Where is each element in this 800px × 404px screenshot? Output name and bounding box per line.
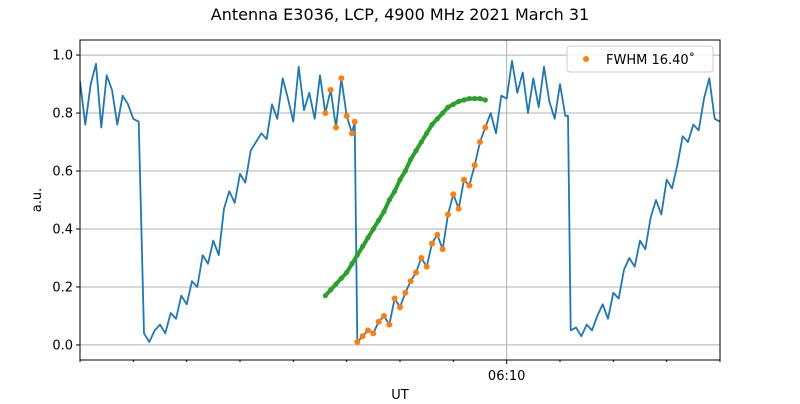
- y-tick-label: 0.2: [52, 280, 73, 295]
- y-tick-label: 1.0: [52, 49, 73, 64]
- sample-point: [343, 112, 350, 119]
- y-tick-label: 0.6: [52, 165, 73, 180]
- x-axis-label: UT: [391, 388, 409, 400]
- sample-point: [375, 318, 382, 325]
- sample-point: [381, 312, 387, 319]
- y-tick-label: 0.4: [52, 222, 73, 237]
- axis-ticks: 0.0 0.2 0.4 0.6 0.8 1.0 06:10: [52, 49, 721, 384]
- sample-point: [429, 240, 435, 247]
- sample-point: [327, 86, 334, 93]
- signal-line: [80, 60, 720, 343]
- fit-point: [424, 130, 430, 136]
- sample-point: [397, 304, 403, 311]
- fit-point: [434, 116, 440, 122]
- sample-point: [370, 330, 377, 337]
- y-axis-label: a.u.: [30, 188, 45, 212]
- sample-point: [349, 130, 355, 137]
- sample-point: [365, 327, 371, 334]
- grid: [80, 40, 720, 360]
- sample-point: [359, 333, 366, 340]
- fit-point: [477, 95, 483, 102]
- fit-point: [413, 148, 419, 154]
- sample-point: [461, 176, 467, 183]
- x-tick-label: 06:10: [488, 369, 525, 384]
- sample-point: [434, 231, 441, 238]
- fit-point: [392, 188, 398, 194]
- sample-point: [322, 110, 329, 117]
- sample-point: [333, 124, 339, 131]
- fit-point: [461, 97, 467, 103]
- series-group: [80, 60, 720, 346]
- fit-point: [370, 226, 376, 232]
- sample-point: [445, 211, 451, 218]
- fit-point: [354, 252, 360, 258]
- fit-point: [344, 269, 350, 276]
- fit-point: [365, 235, 371, 241]
- legend-box: [566, 45, 714, 73]
- sample-point: [482, 124, 489, 131]
- sample-point: [423, 263, 430, 270]
- legend-label: FWHM 16.40˚: [606, 52, 695, 68]
- fit-point: [466, 95, 472, 102]
- fit-point: [402, 168, 408, 174]
- fit-point: [349, 261, 355, 267]
- sample-point: [407, 278, 414, 285]
- fit-point: [450, 101, 456, 107]
- fit-point: [418, 139, 424, 145]
- sample-point: [351, 118, 358, 125]
- sample-point: [391, 295, 398, 302]
- fit-point: [440, 110, 446, 116]
- sample-point: [354, 339, 361, 346]
- fit-point: [429, 122, 435, 128]
- fit-point: [328, 287, 334, 293]
- sample-point: [338, 75, 345, 82]
- fit-point: [397, 177, 403, 183]
- chart-title: Antenna E3036, LCP, 4900 MHz 2021 March …: [211, 5, 589, 24]
- fit-point: [338, 275, 344, 281]
- fit-point: [456, 98, 462, 105]
- sample-point: [450, 191, 457, 198]
- fit-point: [445, 104, 451, 110]
- fit-point: [381, 208, 387, 215]
- sample-point: [413, 269, 419, 276]
- sample-point: [455, 205, 462, 212]
- fit-point: [408, 156, 414, 163]
- sample-point: [418, 254, 425, 261]
- sample-point: [402, 289, 409, 296]
- fit-point: [333, 281, 339, 287]
- y-tick-label: 0.0: [52, 338, 73, 353]
- fit-point: [360, 243, 366, 249]
- plot-frame: [79, 39, 721, 361]
- fit-point: [386, 197, 392, 203]
- legend-marker-orange: [583, 56, 589, 62]
- sample-point: [477, 139, 483, 146]
- y-tick-label: 0.8: [52, 107, 73, 122]
- sample-point: [466, 182, 473, 189]
- fit-point: [322, 293, 328, 299]
- sample-point: [386, 321, 393, 328]
- fit-point: [472, 95, 478, 102]
- sample-point: [471, 162, 478, 169]
- plot-marks: [80, 60, 720, 346]
- sample-point: [439, 246, 446, 253]
- legend: FWHM 16.40˚: [566, 45, 714, 73]
- fit-point: [482, 97, 488, 103]
- fit-point: [376, 217, 382, 223]
